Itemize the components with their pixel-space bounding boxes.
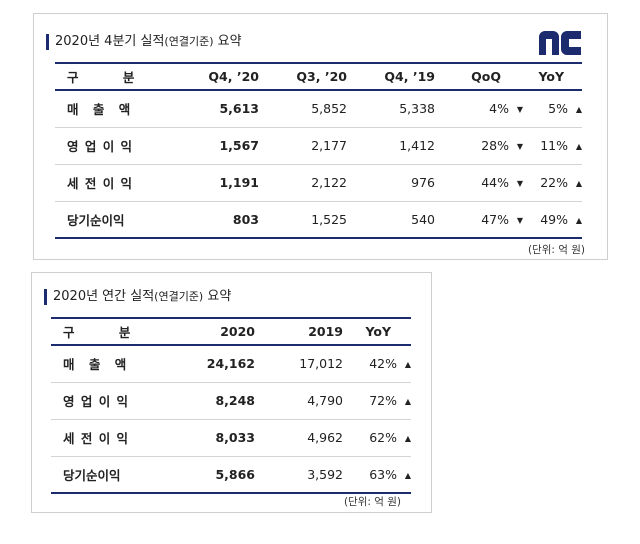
annual-header-row: 구 분 2020 2019 YoY [51,317,411,346]
qoq-value: 4% [489,101,509,117]
cell-yoy: 49% ▲ [523,201,582,239]
down-triangle-icon: ▼ [516,105,523,115]
cell-yoy: 11% ▲ [523,127,582,165]
table-row: 세 전 이 익 8,033 4,962 62% ▲ [51,419,411,457]
q4-header-q4-19: Q4, ’19 [347,62,435,91]
table-row: 세 전 이 익 1,191 2,122 976 44% ▼ 22% ▲ [55,164,582,202]
yoy-value: 72% [369,393,397,408]
cell-yoy: 62% ▲ [343,419,411,457]
annual-summary-title: 2020년 연간 실적(연결기준) 요약 [44,289,231,305]
table-row: 당기순이익 5,866 3,592 63% ▲ [51,456,411,494]
up-triangle-icon: ▲ [404,397,411,406]
q4-header-category: 구 분 [55,62,173,91]
table-row: 매 출 액 5,613 5,852 5,338 4% ▼ 5% ▲ [55,90,582,128]
q4-title-paren: (연결기준) [164,35,214,48]
cell-q3-20: 2,177 [259,127,347,165]
cell-qoq: 47% ▼ [435,201,523,239]
annual-title-paren: (연결기준) [154,290,204,303]
annual-header-category: 구 분 [51,317,169,346]
table-row: 매 출 액 24,162 17,012 42% ▲ [51,345,411,383]
up-triangle-icon: ▲ [404,360,411,370]
yoy-value: 22% [540,175,568,190]
row-label: 세 전 이 익 [51,419,169,457]
cell-yoy: 5% ▲ [523,90,582,128]
cell-2019: 4,962 [255,419,343,457]
cell-yoy: 22% ▲ [523,164,582,202]
qoq-value: 47% [481,211,509,227]
table-row: 당기순이익 803 1,525 540 47% ▼ 49% ▲ [55,201,582,239]
cell-2020: 5,866 [169,456,255,494]
down-triangle-icon: ▼ [516,215,523,225]
annual-table: 구 분 2020 2019 YoY 매 출 액 24,162 17,012 42… [51,317,411,494]
cell-q3-20: 5,852 [259,90,347,128]
cell-2019: 4,790 [255,382,343,420]
cell-q4-19: 5,338 [347,90,435,128]
down-triangle-icon: ▼ [516,179,523,188]
row-label: 매 출 액 [51,345,169,383]
cell-yoy: 72% ▲ [343,382,411,420]
cell-2020: 24,162 [169,345,255,383]
up-triangle-icon: ▲ [575,179,582,188]
row-label: 세 전 이 익 [55,164,173,202]
annual-summary-card: 2020년 연간 실적(연결기준) 요약 구 분 2020 2019 YoY 매… [31,272,432,513]
yoy-value: 42% [369,356,397,372]
cell-q4-19: 1,412 [347,127,435,165]
cell-q4-19: 540 [347,201,435,239]
cell-q3-20: 1,525 [259,201,347,239]
yoy-value: 62% [369,430,397,445]
cell-q4-20: 5,613 [173,90,259,128]
annual-header-2019: 2019 [255,317,343,346]
row-label: 매 출 액 [55,90,173,128]
q4-title-main: 2020년 4분기 실적 [55,34,165,49]
row-label: 영 업 이 익 [55,127,173,165]
cell-q4-20: 1,567 [173,127,259,165]
q4-summary-card: 2020년 4분기 실적(연결기준) 요약 구 분 Q4, ’20 Q3, ’2… [33,13,608,260]
row-label: 당기순이익 [51,456,169,494]
annual-title-suffix: 요약 [203,289,232,304]
row-label: 영 업 이 익 [51,382,169,420]
yoy-value: 49% [540,211,568,227]
q4-unit-note: (단위: 억 원) [527,244,585,256]
up-triangle-icon: ▲ [404,434,411,443]
cell-2020: 8,033 [169,419,255,457]
yoy-value: 5% [548,101,568,117]
q4-header-q3-20: Q3, ’20 [259,62,347,91]
qoq-value: 28% [481,138,509,153]
yoy-value: 11% [540,138,568,153]
up-triangle-icon: ▲ [404,470,411,480]
q4-title-suffix: 요약 [213,34,242,49]
up-triangle-icon: ▲ [575,105,582,115]
table-row: 영 업 이 익 8,248 4,790 72% ▲ [51,382,411,420]
cell-q4-20: 803 [173,201,259,239]
cell-qoq: 44% ▼ [435,164,523,202]
cell-yoy: 42% ▲ [343,345,411,383]
q4-header-row: 구 분 Q4, ’20 Q3, ’20 Q4, ’19 QoQ YoY [55,62,582,91]
cell-q4-19: 976 [347,164,435,202]
q4-table: 구 분 Q4, ’20 Q3, ’20 Q4, ’19 QoQ YoY 매 출 … [55,62,582,239]
yoy-value: 63% [369,466,397,482]
q4-header-q4-20: Q4, ’20 [173,62,259,91]
cell-2020: 8,248 [169,382,255,420]
qoq-value: 44% [481,175,509,190]
cell-qoq: 4% ▼ [435,90,523,128]
table-row: 영 업 이 익 1,567 2,177 1,412 28% ▼ 11% ▲ [55,127,582,165]
down-triangle-icon: ▼ [516,142,523,151]
up-triangle-icon: ▲ [575,142,582,151]
annual-unit-note: (단위: 억 원) [343,496,401,508]
annual-header-2020: 2020 [169,317,255,346]
cell-yoy: 63% ▲ [343,456,411,494]
cell-q3-20: 2,122 [259,164,347,202]
cell-2019: 17,012 [255,345,343,383]
up-triangle-icon: ▲ [575,215,582,225]
q4-summary-title: 2020년 4분기 실적(연결기준) 요약 [46,34,242,50]
q4-header-qoq: QoQ [435,62,523,91]
cell-2019: 3,592 [255,456,343,494]
q4-header-yoy: YoY [523,62,582,91]
cell-qoq: 28% ▼ [435,127,523,165]
nc-logo-icon [539,31,581,55]
annual-title-main: 2020년 연간 실적 [53,289,155,304]
annual-header-yoy: YoY [343,317,411,346]
row-label: 당기순이익 [55,201,173,239]
cell-q4-20: 1,191 [173,164,259,202]
